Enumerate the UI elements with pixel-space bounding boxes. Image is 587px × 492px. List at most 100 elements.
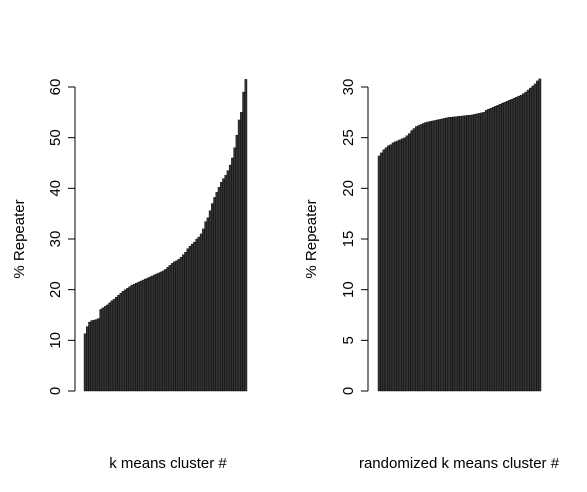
bar <box>94 319 98 392</box>
bar <box>512 97 516 392</box>
bar <box>141 279 145 392</box>
bar <box>228 164 232 392</box>
y-axis-label: % Repeater <box>303 199 320 278</box>
bar <box>226 170 230 392</box>
bar <box>168 265 172 392</box>
bar <box>440 118 444 392</box>
bar <box>449 116 453 392</box>
bar <box>206 217 210 392</box>
bar <box>106 304 109 392</box>
bar <box>484 110 488 392</box>
bar <box>517 95 521 392</box>
bar <box>470 114 474 392</box>
bar <box>410 130 414 392</box>
y-tick-label: 30 <box>47 231 64 248</box>
bar <box>92 319 96 392</box>
y-tick-label: 50 <box>47 129 64 146</box>
bar <box>90 320 94 392</box>
bar <box>415 126 418 392</box>
bar <box>157 272 161 392</box>
bar <box>99 309 103 392</box>
bar <box>244 79 248 392</box>
bar <box>498 104 502 392</box>
bar <box>380 152 383 392</box>
bar <box>235 134 239 392</box>
bar <box>377 155 381 392</box>
bar <box>222 178 225 392</box>
bar <box>220 182 223 392</box>
bar <box>508 99 511 392</box>
bar <box>445 117 449 392</box>
bar <box>459 115 463 392</box>
bar <box>135 282 138 392</box>
bar <box>202 228 205 392</box>
bar <box>491 107 495 392</box>
bar <box>461 115 465 392</box>
bar <box>242 91 245 392</box>
bar <box>217 187 221 392</box>
bar <box>110 300 114 392</box>
bar <box>536 80 539 392</box>
bar <box>164 269 167 392</box>
bar <box>211 203 214 392</box>
bar <box>447 117 451 392</box>
bar <box>132 283 136 392</box>
bar <box>173 261 176 392</box>
bar <box>480 112 483 392</box>
bar <box>387 145 390 392</box>
bar <box>515 96 518 392</box>
bar <box>501 103 504 392</box>
bar <box>456 116 460 392</box>
bar <box>121 290 125 392</box>
bar <box>452 116 456 392</box>
bar <box>419 124 423 392</box>
y-tick-label: 20 <box>47 281 64 298</box>
bar <box>533 83 537 392</box>
bar <box>384 147 388 392</box>
bar <box>123 289 127 392</box>
y-tick-label: 20 <box>340 180 357 197</box>
bar <box>466 115 470 392</box>
bar <box>166 267 170 392</box>
bar <box>112 299 116 392</box>
bar <box>161 270 165 392</box>
bar <box>408 133 411 392</box>
bar <box>233 147 237 392</box>
bar <box>146 277 149 392</box>
bar <box>208 210 212 392</box>
bar <box>468 114 472 392</box>
y-tick-label: 40 <box>47 180 64 197</box>
y-tick-label: 10 <box>47 332 64 349</box>
bar <box>115 297 118 392</box>
bar <box>197 236 201 392</box>
bar <box>103 306 107 392</box>
bar <box>503 101 507 392</box>
y-axis-label: % Repeater <box>11 199 28 278</box>
bar <box>489 108 493 392</box>
bar <box>505 100 509 392</box>
bar <box>522 93 525 392</box>
bar <box>108 302 111 392</box>
bar <box>482 112 486 392</box>
bar <box>237 119 241 392</box>
y-tick-label: 30 <box>340 79 357 96</box>
bar <box>177 259 181 392</box>
bar <box>195 238 199 392</box>
bar <box>240 112 243 392</box>
bar <box>510 98 514 392</box>
bar <box>382 149 386 392</box>
bar <box>128 286 132 392</box>
bar <box>438 119 442 392</box>
bar <box>153 274 156 392</box>
right-bar-chart: 0 5 10 15 20 25 30 % Repeater randomized k means… <box>303 79 560 472</box>
y-tick-label: 15 <box>340 231 357 248</box>
bar <box>436 119 439 392</box>
bar <box>496 105 500 392</box>
bar <box>429 121 432 392</box>
bar <box>188 245 192 392</box>
x-axis-label: randomized k means cluster # <box>359 455 560 472</box>
bar <box>139 280 143 392</box>
bar <box>150 275 154 392</box>
bar <box>391 142 395 392</box>
